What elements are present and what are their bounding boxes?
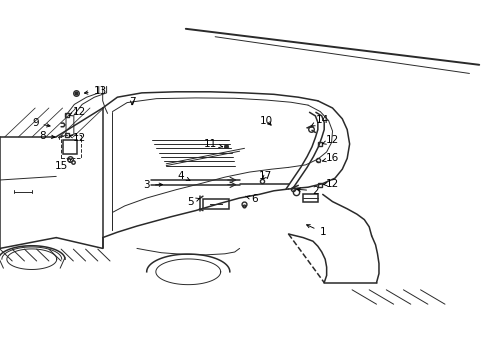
Text: 16: 16 bbox=[322, 153, 339, 163]
Text: 9: 9 bbox=[32, 118, 50, 128]
Text: 2: 2 bbox=[297, 186, 318, 196]
Text: 12: 12 bbox=[322, 135, 339, 145]
Text: 1: 1 bbox=[306, 225, 325, 237]
Text: 6: 6 bbox=[245, 194, 257, 204]
Text: 13: 13 bbox=[84, 86, 107, 96]
Text: 17: 17 bbox=[258, 171, 271, 181]
Text: 12: 12 bbox=[69, 132, 86, 143]
Text: 4: 4 bbox=[177, 171, 189, 181]
Text: 11: 11 bbox=[203, 139, 222, 149]
Text: 15: 15 bbox=[54, 159, 71, 171]
Text: 8: 8 bbox=[40, 131, 55, 141]
Text: 7: 7 bbox=[128, 96, 135, 107]
Text: 3: 3 bbox=[143, 180, 162, 190]
Text: 12: 12 bbox=[69, 107, 86, 117]
Text: 14: 14 bbox=[310, 115, 329, 126]
Text: 5: 5 bbox=[187, 197, 199, 207]
Text: 12: 12 bbox=[323, 179, 339, 189]
Text: 10: 10 bbox=[260, 116, 272, 126]
